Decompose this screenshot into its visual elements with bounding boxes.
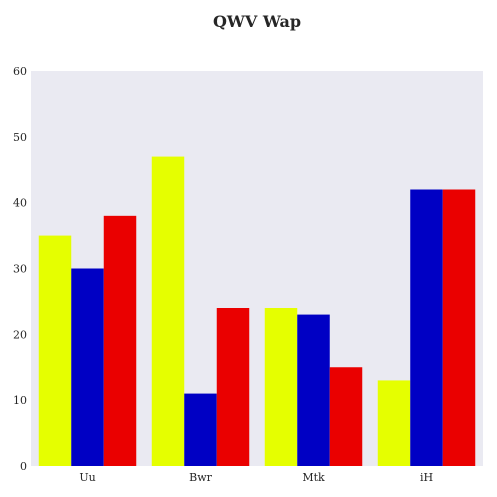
y-tick-label: 30 — [13, 263, 27, 276]
y-tick-label: 60 — [13, 65, 27, 78]
bar-iH-series-3 — [442, 189, 476, 466]
y-tick-label: 0 — [20, 460, 27, 473]
x-tick-label: iH — [420, 471, 433, 484]
bar-Uu-series-3 — [103, 215, 137, 466]
bars-layer — [38, 156, 476, 466]
y-tick-label: 20 — [13, 328, 27, 341]
bar-Uu-series-1 — [38, 235, 72, 466]
bar-iH-series-2 — [410, 189, 443, 466]
bar-Bwr-series-1 — [151, 156, 185, 466]
chart-title: QWV Wap — [213, 12, 301, 31]
x-tick-label: Uu — [79, 471, 95, 484]
y-tick-label: 10 — [13, 394, 27, 407]
bar-Mtk-series-3 — [329, 367, 363, 466]
y-axis: 0 10 20 30 40 50 60 — [13, 65, 27, 473]
bar-Bwr-series-2 — [184, 393, 217, 466]
bar-Uu-series-2 — [71, 268, 104, 466]
bar-Mtk-series-2 — [297, 314, 330, 466]
x-axis: Uu Bwr Mtk iH — [79, 471, 433, 484]
y-tick-label: 50 — [13, 131, 27, 144]
bar-Bwr-series-3 — [216, 308, 250, 466]
x-tick-label: Bwr — [189, 471, 212, 484]
y-tick-label: 40 — [13, 197, 27, 210]
bar-Mtk-series-1 — [264, 308, 298, 466]
bar-iH-series-1 — [377, 380, 411, 466]
x-tick-label: Mtk — [302, 471, 325, 484]
